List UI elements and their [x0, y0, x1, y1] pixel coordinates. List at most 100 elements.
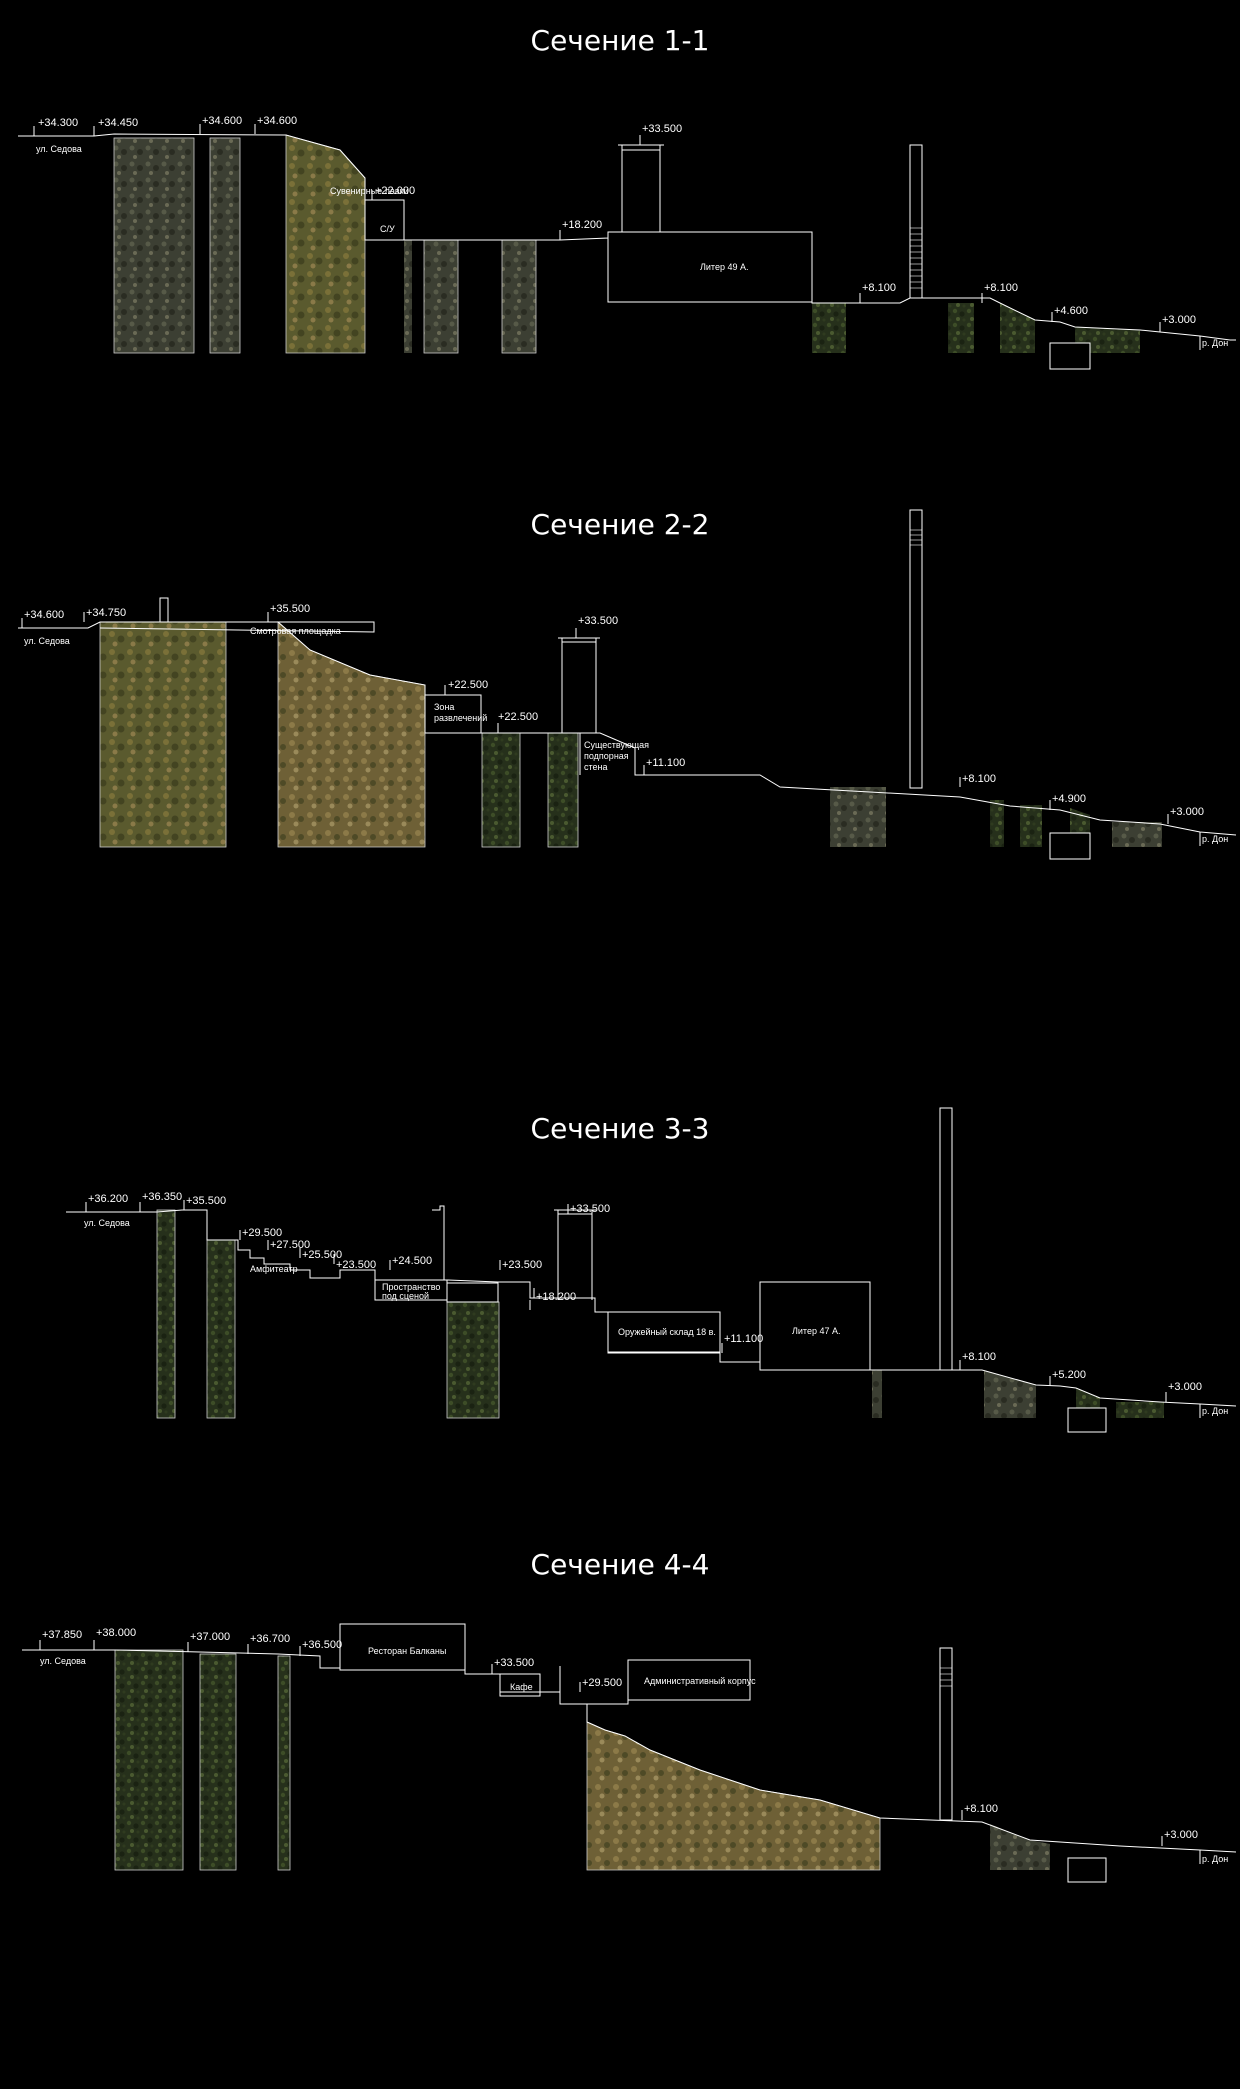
retaining-wall-label: подпорная [584, 751, 629, 761]
elevation-mark: +27.500 [270, 1239, 310, 1251]
soil-block [830, 787, 886, 847]
soil-block [285, 134, 366, 354]
elevation-mark: +36.200 [88, 1193, 128, 1205]
soil-block [1020, 805, 1042, 847]
viewpoint-label: Смотровая площадка [250, 626, 341, 636]
liter-47a-label: Литер 47 А. [792, 1326, 840, 1336]
admin-building-label: Административный корпус [644, 1676, 756, 1686]
soil-block [586, 1721, 881, 1871]
water-structure [1049, 832, 1091, 860]
soil-block [404, 240, 412, 353]
soil-block [206, 1239, 236, 1419]
elevation-mark: +25.500 [302, 1249, 342, 1261]
elevation-mark: +23.500 [502, 1259, 542, 1271]
soil-block [423, 239, 459, 354]
soil-block [156, 1209, 176, 1419]
elevation-mark: +24.500 [392, 1255, 432, 1267]
armory-label: Оружейный склад 18 в. [618, 1327, 716, 1337]
elevation-mark: +33.500 [578, 615, 618, 627]
elevation-mark: +36.700 [250, 1633, 290, 1645]
elevation-mark: +8.100 [862, 282, 896, 294]
terrain-line [66, 1209, 1237, 1407]
soil-block [547, 732, 579, 848]
soil-block [990, 1824, 1050, 1870]
soil-block [812, 303, 846, 353]
amphitheatre-label: Амфитеатр [250, 1264, 298, 1274]
soil-block [1112, 822, 1162, 847]
elevation-mark: +3.000 [1170, 806, 1204, 818]
section-4: +37.850 +38.000 +37.000 +36.700 +36.500 … [22, 1623, 1237, 1883]
soil-block [872, 1370, 882, 1418]
restaurant-label: Ресторан Балканы [368, 1646, 446, 1656]
elevation-mark: +33.500 [494, 1657, 534, 1669]
fun-zone-box [424, 694, 482, 734]
under-stage-label: под сценой [382, 1291, 429, 1301]
elevation-mark: +3.000 [1164, 1829, 1198, 1841]
cafe-label: Кафе [510, 1682, 533, 1692]
section-1: +34.300 +34.450 +34.600 +34.600 +22.000 … [18, 115, 1236, 370]
soil-block [209, 137, 241, 354]
soil-block [948, 303, 974, 353]
tower [939, 1107, 953, 1371]
liter-47a-building [759, 1281, 871, 1371]
elevation-mark: +4.900 [1052, 793, 1086, 805]
elevation-mark: +4.600 [1054, 305, 1088, 317]
elevation-mark: +33.500 [642, 123, 682, 135]
river-label: р. Дон [1202, 834, 1228, 844]
elevation-mark: +22.500 [498, 711, 538, 723]
elevation-mark: +34.300 [38, 117, 78, 129]
liter-49a-label: Литер 49 А. [700, 262, 748, 272]
stage-tower [432, 1205, 445, 1280]
section-title-1: Сечение 1-1 [530, 24, 710, 57]
wc-label: С/У [380, 224, 395, 234]
elevation-mark: +3.000 [1162, 314, 1196, 326]
liter-49a-building [607, 231, 813, 303]
elevation-mark: +11.100 [646, 757, 685, 769]
section-3: +36.200 +36.350 +35.500 +29.500 +27.500 … [66, 1107, 1237, 1433]
street-label: ул. Седова [24, 636, 70, 646]
elevation-mark: +18.200 [562, 219, 602, 231]
soil-block [199, 1653, 237, 1871]
elevation-mark: +29.500 [242, 1227, 282, 1239]
soil-block [1116, 1402, 1164, 1418]
elevation-mark: +8.100 [962, 1351, 996, 1363]
water-structure [1067, 1857, 1107, 1883]
retaining-wall-label: стена [584, 762, 608, 772]
river-label: р. Дон [1202, 1406, 1228, 1416]
elevation-mark: +37.000 [190, 1631, 230, 1643]
elevation-mark: +22.000 [375, 185, 415, 197]
street-label: ул. Седова [84, 1218, 130, 1228]
soil-block [481, 732, 521, 848]
fun-zone-label: Зона [434, 702, 454, 712]
soil-block [277, 621, 426, 848]
cafe-building [499, 1673, 541, 1697]
elevation-mark: +37.850 [42, 1629, 82, 1641]
viewpoint-deck [99, 621, 375, 633]
elevation-mark: +22.500 [448, 679, 488, 691]
elevation-mark: +36.500 [302, 1639, 342, 1651]
soil-block [113, 137, 195, 354]
retaining-wall-label: Существующая [584, 740, 649, 750]
tower [909, 144, 923, 299]
soil-block [984, 1370, 1036, 1418]
elevation-mark: +34.600 [202, 115, 242, 127]
street-label: ул. Седова [36, 144, 82, 154]
elevation-mark: +33.500 [570, 1203, 610, 1215]
fun-zone-label: развлечений [434, 713, 487, 723]
section-title-2: Сечение 2-2 [530, 508, 710, 541]
elevation-mark: +36.350 [142, 1191, 182, 1203]
elevation-mark: +8.100 [984, 282, 1018, 294]
armory-building [607, 1311, 721, 1353]
elevation-mark: +34.600 [257, 115, 297, 127]
elevation-mark: +35.500 [270, 603, 310, 615]
elevation-mark: +8.100 [962, 773, 996, 785]
elevation-mark: +18.200 [536, 1291, 576, 1303]
elevation-mark: +11.100 [724, 1333, 763, 1345]
souvenir-shops-label: Сувенирные лавки [330, 186, 409, 196]
soil-block [501, 239, 537, 354]
elevation-mark: +29.500 [582, 1677, 622, 1689]
wc-block [364, 199, 405, 241]
water-structure [1049, 342, 1091, 370]
elevation-mark: +34.750 [86, 607, 126, 619]
